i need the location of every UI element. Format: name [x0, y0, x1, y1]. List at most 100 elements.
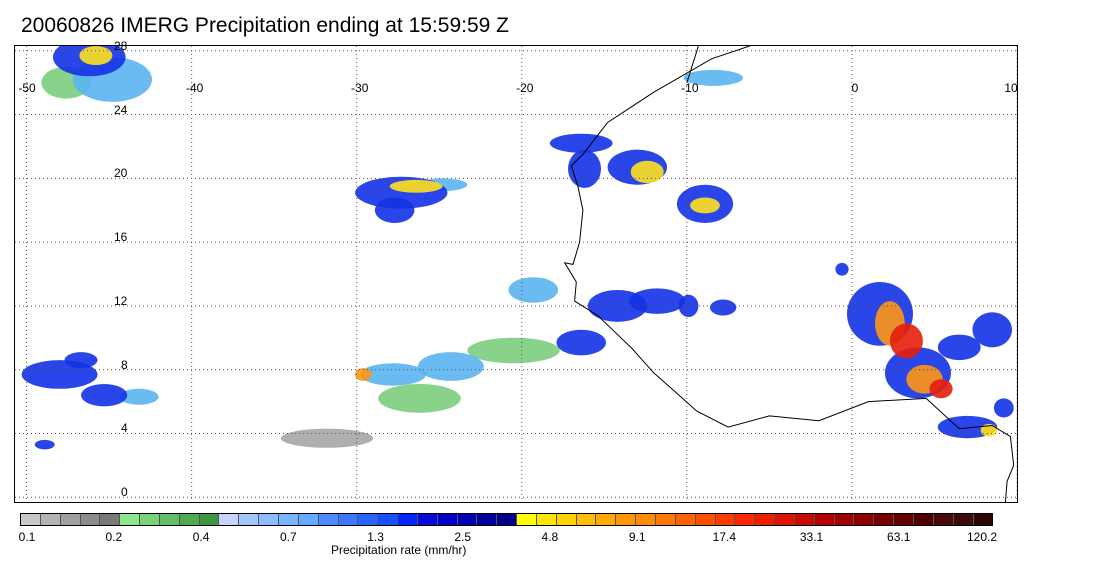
precip-cell: [929, 379, 953, 399]
colorbar-swatch: [636, 514, 656, 525]
colorbar-swatch: [775, 514, 795, 525]
map-title: 20060826 IMERG Precipitation ending at 1…: [21, 14, 509, 37]
colorbar-swatch: [100, 514, 121, 525]
latitude-label: 28: [114, 38, 128, 53]
colorbar-swatch: [457, 514, 478, 525]
longitude-label: -30: [351, 81, 369, 95]
precip-cell: [690, 197, 720, 214]
longitude-label: -40: [185, 81, 204, 95]
latitude-label: 8: [121, 357, 128, 372]
colorbar-swatch: [556, 514, 577, 525]
longitude-label: 10: [1004, 81, 1018, 95]
colorbar-swatch: [834, 514, 855, 525]
colorbar-swatch: [616, 514, 637, 525]
precip-cell: [556, 329, 606, 356]
precip-cell: [79, 46, 113, 66]
precip-cell: [81, 384, 128, 407]
precipitation-map: [14, 45, 1018, 503]
colorbar-tick-label: 17.4: [712, 530, 737, 544]
map-canvas: [15, 46, 1017, 502]
colorbar-swatch: [854, 514, 875, 525]
colorbar-swatch: [874, 514, 895, 525]
latitude-label: 20: [114, 166, 128, 181]
colorbar-swatch: [120, 514, 141, 525]
precip-cell: [378, 384, 461, 413]
colorbar-tick-label: 33.1: [799, 530, 824, 544]
precip-colorbar: [20, 513, 993, 526]
colorbar-swatch: [159, 514, 180, 525]
colorbar-tick-label: 0.7: [280, 530, 297, 544]
colorbar-swatch: [735, 514, 756, 525]
latitude-label: 16: [114, 230, 128, 245]
precip-cell: [567, 149, 602, 188]
colorbar-tick-label: 120.2: [966, 530, 998, 544]
precip-cell: [389, 179, 443, 193]
coastline-segment: [686, 46, 699, 83]
longitude-label: 0: [851, 81, 859, 95]
colorbar-swatch: [536, 514, 557, 525]
precip-cell: [972, 312, 1013, 348]
colorbar-swatch: [715, 514, 736, 525]
colorbar-swatch: [398, 514, 418, 525]
colorbar-swatch: [179, 514, 200, 525]
precip-cell: [980, 423, 998, 437]
colorbar-swatch: [794, 514, 815, 525]
precip-cell: [889, 323, 923, 359]
precip-cell: [629, 288, 686, 314]
colorbar-swatch: [358, 514, 379, 525]
colorbar-swatch: [21, 514, 41, 525]
colorbar-swatch: [695, 514, 716, 525]
colorbar-swatch: [140, 514, 160, 525]
colorbar-swatch: [298, 514, 319, 525]
colorbar-swatch: [40, 514, 61, 525]
precip-cell: [709, 299, 737, 316]
colorbar-tick-label: 0.1: [18, 530, 36, 544]
colorbar-swatch: [576, 514, 597, 525]
precip-cell: [280, 428, 374, 448]
colorbar-swatch: [894, 514, 914, 525]
precip-cell: [937, 334, 981, 361]
colorbar-label: Precipitation rate (mm/hr): [331, 543, 467, 557]
precip-cell: [64, 352, 98, 369]
precip-cell: [374, 197, 415, 223]
colorbar-tick-label: 1.3: [367, 530, 384, 544]
colorbar-tick-label: 2.5: [454, 530, 472, 544]
precip-cell: [683, 69, 743, 86]
colorbar-swatch: [417, 514, 438, 525]
colorbar-swatch: [60, 514, 81, 525]
colorbar-swatch: [933, 514, 954, 525]
colorbar-tick-label: 63.1: [887, 530, 911, 544]
colorbar-swatch: [656, 514, 676, 525]
colorbar-swatch: [278, 514, 299, 525]
colorbar-swatch: [497, 514, 518, 525]
latitude-label: 4: [121, 421, 128, 436]
latitude-label: 12: [114, 293, 128, 308]
colorbar-swatch: [199, 514, 220, 525]
precip-cell: [34, 439, 55, 450]
colorbar-swatch: [675, 514, 696, 525]
colorbar-swatch: [219, 514, 240, 525]
colorbar-swatch: [953, 514, 974, 525]
africa-coastline: [563, 46, 1015, 502]
colorbar-tick-label: 0.4: [192, 530, 210, 544]
colorbar-swatch: [973, 514, 993, 525]
colorbar-tick-label: 9.1: [628, 530, 646, 544]
colorbar-swatch: [318, 514, 339, 525]
colorbar-swatch: [814, 514, 835, 525]
precip-cell: [467, 337, 560, 364]
colorbar-swatch: [378, 514, 399, 525]
precip-cell: [355, 368, 372, 381]
colorbar-swatch: [477, 514, 498, 525]
precip-cell: [630, 160, 664, 184]
colorbar-swatch: [239, 514, 260, 525]
longitude-label: -10: [681, 81, 699, 95]
colorbar-swatch: [517, 514, 537, 525]
precip-cell: [835, 262, 849, 276]
precip-cell: [993, 398, 1014, 418]
latitude-label: 24: [114, 102, 128, 117]
colorbar-swatch: [913, 514, 934, 525]
latitude-label: 0: [121, 485, 128, 500]
colorbar-swatch: [437, 514, 458, 525]
colorbar-tick-label: 4.8: [541, 530, 559, 544]
precip-cell: [508, 277, 559, 303]
